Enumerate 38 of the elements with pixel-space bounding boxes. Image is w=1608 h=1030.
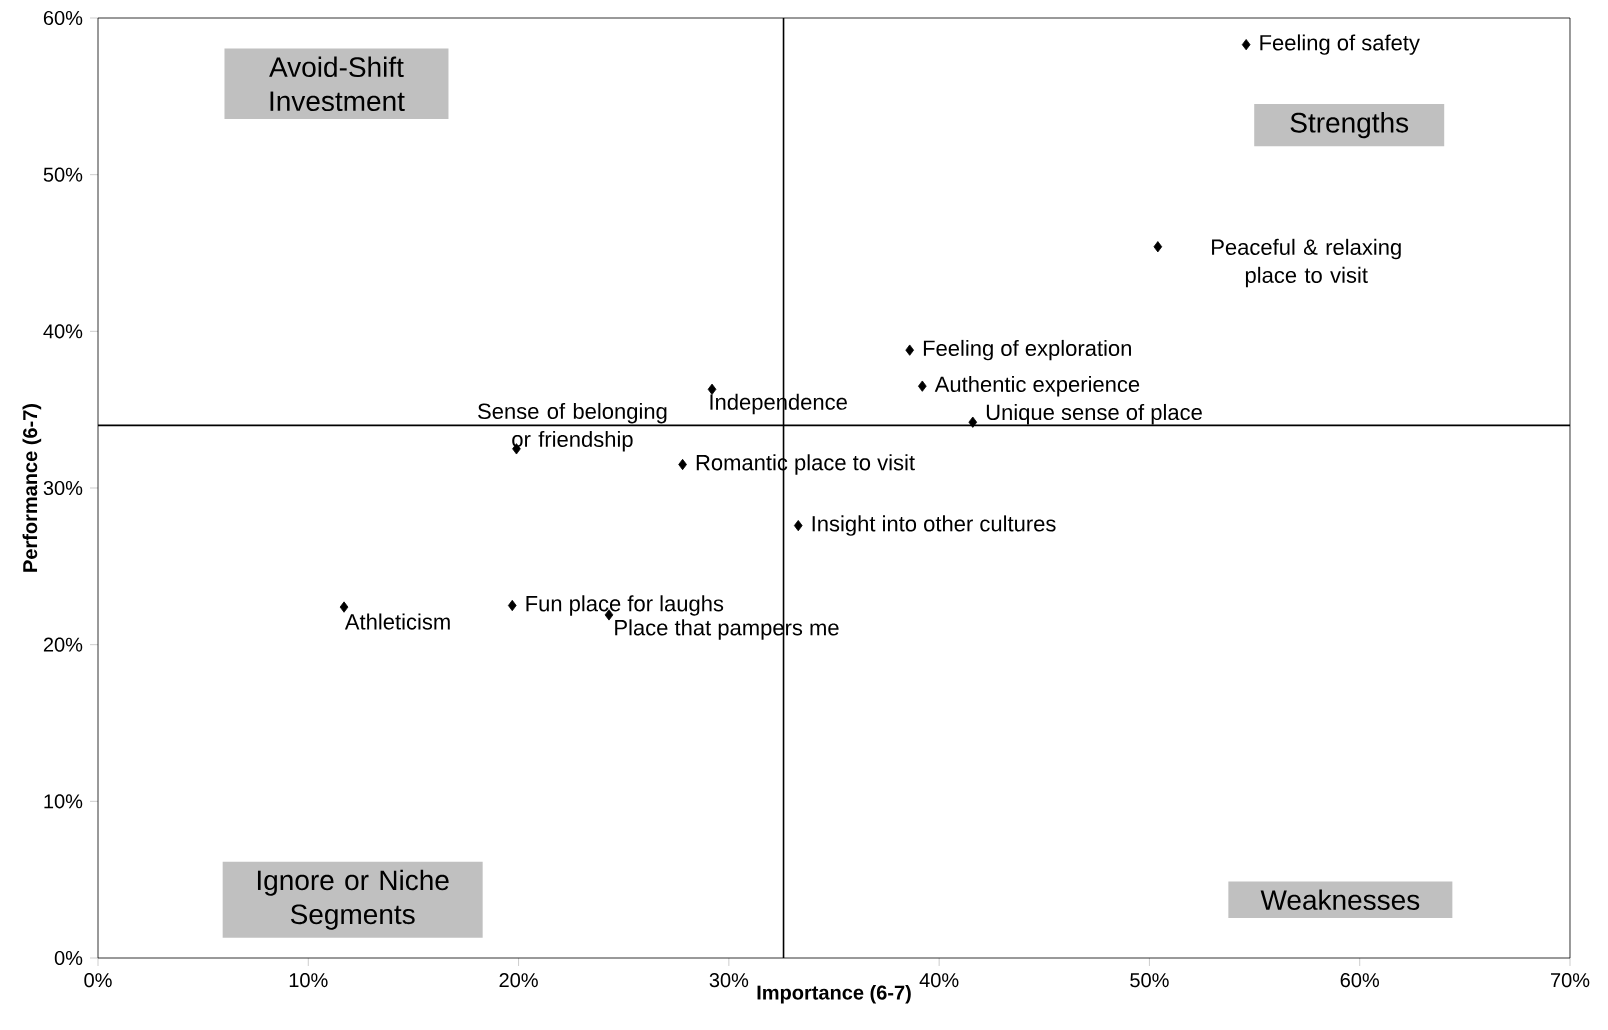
y-tick-label: 0% <box>54 950 83 966</box>
annotation: Peaceful & relaxing place to visit <box>1212 238 1401 288</box>
point <box>968 416 978 428</box>
x-tick-label: 70% <box>1551 973 1590 988</box>
annotation: Insight into other cultures <box>812 515 1056 536</box>
annotation: Unique sense of place <box>986 403 1202 425</box>
y-tick-label: 50% <box>43 167 83 182</box>
point <box>918 380 927 392</box>
point <box>793 520 803 532</box>
x-tick-label: 30% <box>709 973 749 988</box>
annotation: Feeling of exploration <box>923 339 1131 361</box>
point <box>1153 241 1163 253</box>
point <box>1241 39 1251 51</box>
y-tick-label: 40% <box>43 324 83 339</box>
x-tick-label: 50% <box>1130 973 1169 988</box>
annotation: Athleticism <box>344 613 450 630</box>
y-tick-label: 60% <box>43 10 83 26</box>
y-axis-title: Performance (6-7) <box>22 404 42 572</box>
y-tick-label: 20% <box>43 637 83 652</box>
annotation: Ignore or Niche Segments <box>257 869 449 930</box>
annotation: Sense of belonging or friendship <box>478 402 667 452</box>
x-axis-title: Importance (6-7) <box>757 984 911 1004</box>
point <box>339 601 349 613</box>
annotation: Strengths <box>1290 112 1409 139</box>
annotation: Avoid-Shift Investment <box>269 56 405 112</box>
x-tick-label: 10% <box>289 973 328 988</box>
point <box>507 599 517 612</box>
y-tick-label: 10% <box>44 794 83 809</box>
point <box>905 344 914 356</box>
x-tick-label: 60% <box>1340 973 1380 988</box>
x-tick-label: 0% <box>84 973 112 988</box>
y-tick-label: 30% <box>43 480 83 496</box>
annotation: Fun place for laughs <box>526 595 724 616</box>
x-tick-label: 20% <box>499 973 538 988</box>
annotation: Authentic experience <box>934 375 1140 397</box>
annotation: Feeling of safety <box>1260 34 1420 55</box>
x-tick-label: 40% <box>919 973 959 988</box>
annotation: Weaknesses <box>1260 889 1420 911</box>
